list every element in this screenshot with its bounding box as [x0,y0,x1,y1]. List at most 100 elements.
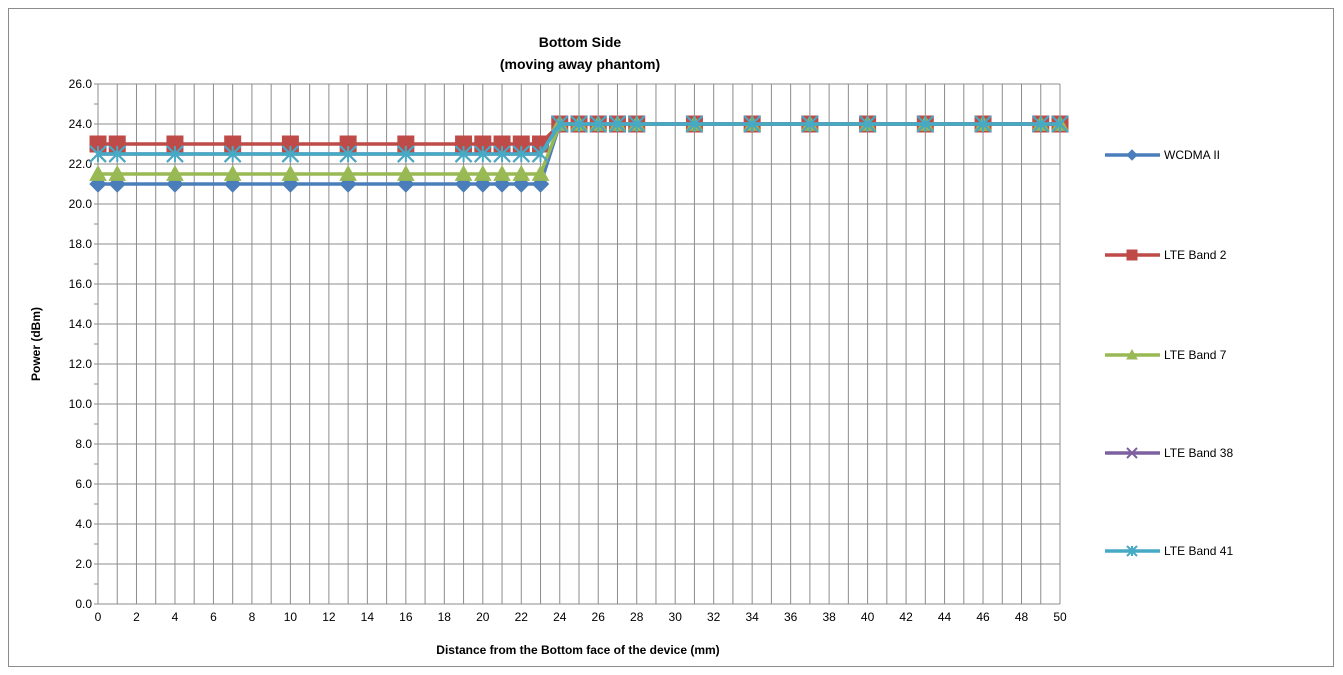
legend-marker [1126,447,1138,459]
y-tick-label: 8.0 [75,437,92,451]
data-point [339,145,357,163]
x-tick-label: 12 [322,610,336,624]
data-point [223,164,242,181]
grid-layer [97,83,1061,605]
y-tick-label: 18.0 [69,237,93,251]
data-point [339,164,357,181]
x-tick-label: 8 [249,610,256,624]
x-tick-label: 30 [669,610,683,624]
legend-item: LTE Band 7 [1105,348,1227,362]
legend-label: LTE Band 2 [1164,248,1227,262]
x-tick-label: 10 [284,610,298,624]
axes-layer: 0.0 2.0 4.0 6.0 8.0 10.0 12.0 14.0 16.0 18.0 20.0 2… [69,77,1067,624]
data-point [89,145,107,163]
y-tick-label: 24.0 [69,117,93,131]
x-tick-label: 48 [1015,610,1029,624]
data-point [974,115,992,133]
data-point [396,164,415,181]
data-point [108,145,126,163]
x-tick-label: 16 [399,610,413,624]
data-point [512,164,531,181]
data-point [1051,115,1069,133]
data-point [570,115,588,133]
x-tick-label: 20 [476,610,490,624]
y-tick-label: 4.0 [75,517,92,531]
data-point [493,164,511,181]
y-tick-label: 10.0 [69,397,93,411]
y-tick-label: 12.0 [69,357,93,371]
legend-item: WCDMA II [1105,148,1220,162]
data-point [166,164,184,181]
legend-item: LTE Band 41 [1105,544,1233,558]
legend-marker [1126,348,1138,360]
x-tick-label: 32 [707,610,721,624]
data-point [551,115,569,133]
x-tick-label: 0 [95,610,102,624]
data-point [454,145,473,163]
data-point [743,115,761,133]
series-layer [89,114,1069,193]
legend-label: LTE Band 38 [1164,446,1233,460]
y-tick-label: 22.0 [69,157,93,171]
data-point [916,115,935,133]
data-point [1032,115,1050,133]
data-point [493,145,511,163]
x-tick-label: 18 [438,610,452,624]
chart-title: Bottom Side [539,34,622,50]
legend-marker [1126,249,1138,261]
x-tick-label: 36 [784,610,798,624]
legend-item: LTE Band 38 [1105,446,1233,460]
legend-label: WCDMA II [1164,148,1220,162]
chart-frame [8,8,1334,667]
data-point [397,145,415,163]
x-tick-label: 22 [515,610,529,624]
data-point [531,145,550,163]
series-lte-band-41 [89,115,1069,163]
x-tick-label: 6 [210,610,217,624]
legend-marker [1126,545,1138,557]
x-tick-label: 46 [976,610,990,624]
data-point [589,115,607,133]
x-tick-label: 42 [899,610,913,624]
y-tick-label: 26.0 [69,77,93,91]
data-point [281,145,300,163]
data-point [166,145,184,163]
data-point [223,145,242,163]
data-point [108,164,127,181]
y-tick-label: 14.0 [69,317,93,331]
x-tick-label: 38 [822,610,836,624]
data-point [474,145,492,163]
data-point [512,145,530,163]
x-tick-label: 44 [938,610,952,624]
marker-stroke [1126,447,1138,459]
x-tick-label: 50 [1053,610,1067,624]
legend-label: LTE Band 7 [1164,348,1227,362]
chart-subtitle: (moving away phantom) [500,56,660,72]
x-tick-label: 26 [592,610,606,624]
data-point [858,115,877,133]
y-tick-label: 16.0 [69,277,93,291]
data-point [89,164,107,181]
y-tick-label: 6.0 [75,477,92,491]
data-point [801,115,819,133]
x-tick-label: 28 [630,610,644,624]
data-point [531,164,550,181]
data-point [685,115,704,133]
legend-label: LTE Band 41 [1164,544,1233,558]
x-tick-label: 34 [745,610,759,624]
legend-layer: WCDMA II LTE Band 2 LTE Band 7 LTE Band 38 L… [1105,148,1233,558]
y-tick-label: 2.0 [75,557,92,571]
legend-item: LTE Band 2 [1105,248,1227,262]
y-tick-label: 20.0 [69,197,93,211]
legend-marker [1126,149,1138,161]
y-axis-title: Power (dBm) [29,307,43,381]
x-tick-label: 40 [861,610,875,624]
x-tick-label: 4 [172,610,179,624]
x-tick-label: 24 [553,610,567,624]
x-tick-label: 2 [133,610,140,624]
x-axis-title: Distance from the Bottom face of the dev… [436,643,719,657]
data-point [281,164,300,181]
data-point [628,115,646,133]
y-tick-label: 0.0 [75,597,92,611]
